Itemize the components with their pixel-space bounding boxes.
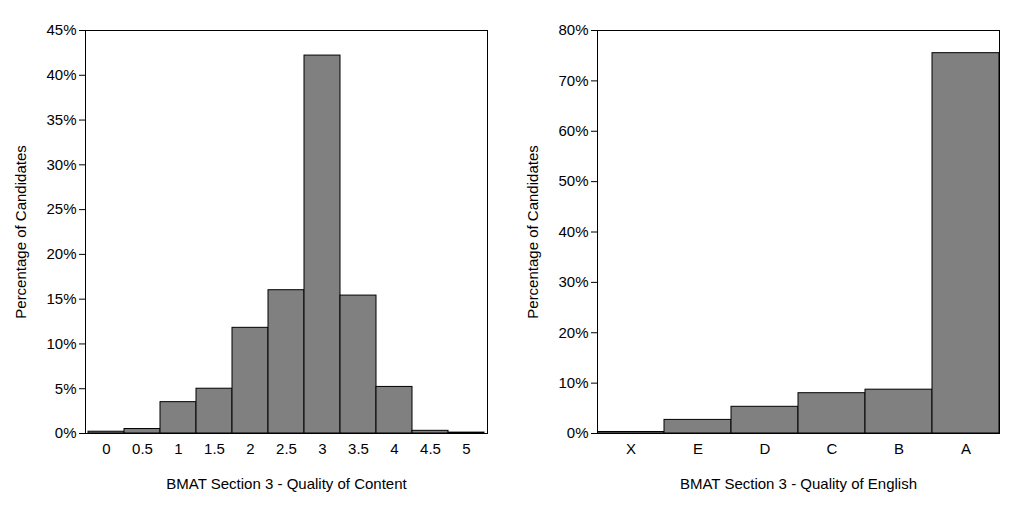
svg-text:10%: 10% (558, 374, 588, 391)
svg-text:1.5: 1.5 (204, 440, 225, 457)
svg-text:4.5: 4.5 (420, 440, 441, 457)
svg-text:BMAT Section 3 - Quality of En: BMAT Section 3 - Quality of English (680, 475, 917, 492)
svg-text:20%: 20% (46, 245, 76, 262)
svg-text:0.5: 0.5 (132, 440, 153, 457)
svg-text:D: D (760, 440, 771, 457)
svg-text:30%: 30% (46, 156, 76, 173)
svg-text:3.5: 3.5 (348, 440, 369, 457)
svg-text:20%: 20% (558, 324, 588, 341)
svg-text:0: 0 (102, 440, 110, 457)
svg-text:5%: 5% (55, 380, 77, 397)
svg-text:60%: 60% (558, 122, 588, 139)
svg-text:C: C (827, 440, 838, 457)
svg-text:A: A (961, 440, 971, 457)
svg-text:0%: 0% (55, 424, 77, 441)
svg-text:BMAT Section 3 - Quality of Co: BMAT Section 3 - Quality of Content (166, 475, 407, 492)
svg-text:40%: 40% (558, 223, 588, 240)
svg-text:0%: 0% (567, 424, 589, 441)
svg-text:80%: 80% (558, 21, 588, 38)
svg-text:2.5: 2.5 (276, 440, 297, 457)
svg-text:B: B (894, 440, 904, 457)
svg-text:Percentage of Candidates: Percentage of Candidates (524, 145, 541, 318)
svg-text:70%: 70% (558, 72, 588, 89)
svg-text:Percentage of Candidates: Percentage of Candidates (12, 145, 29, 318)
svg-text:35%: 35% (46, 111, 76, 128)
svg-text:1: 1 (174, 440, 182, 457)
svg-text:2: 2 (246, 440, 254, 457)
svg-text:3: 3 (318, 440, 326, 457)
svg-text:X: X (626, 440, 636, 457)
svg-text:15%: 15% (46, 290, 76, 307)
svg-text:5: 5 (462, 440, 470, 457)
svg-text:50%: 50% (558, 172, 588, 189)
svg-text:30%: 30% (558, 273, 588, 290)
svg-text:4: 4 (390, 440, 398, 457)
svg-text:10%: 10% (46, 335, 76, 352)
svg-text:45%: 45% (46, 21, 76, 38)
svg-text:25%: 25% (46, 200, 76, 217)
svg-text:40%: 40% (46, 66, 76, 83)
svg-text:E: E (693, 440, 703, 457)
